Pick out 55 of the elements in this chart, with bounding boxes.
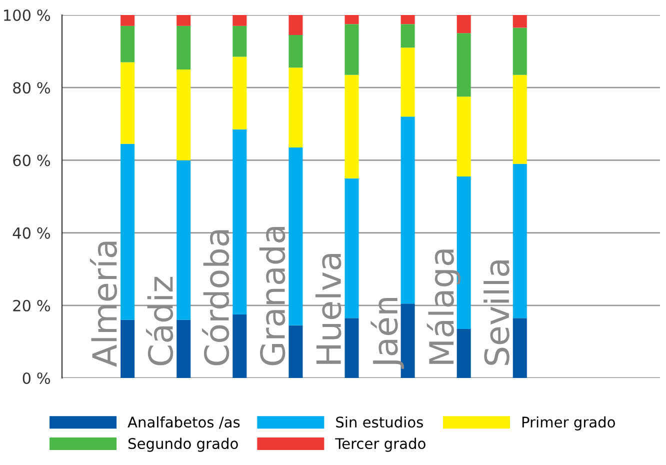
x-tick-label: Cádiz [146, 276, 174, 366]
bar [120, 320, 135, 378]
bar [512, 318, 527, 378]
bar [512, 74, 527, 164]
y-tick-label: 40 % [12, 227, 50, 239]
bar [176, 15, 191, 26]
x-tick-label: Córdoba [202, 230, 230, 366]
bar [512, 15, 527, 28]
x-tick-label: Sevilla [484, 260, 510, 365]
bar [400, 24, 415, 48]
bar [120, 15, 135, 26]
bar [232, 15, 247, 26]
bar [232, 56, 247, 130]
bar [176, 320, 191, 378]
bar [344, 24, 359, 75]
bar [400, 15, 415, 24]
x-tick-label: Jaén [370, 298, 404, 369]
bar [176, 26, 191, 70]
bar [400, 48, 415, 117]
bar [344, 318, 359, 378]
bar [120, 26, 135, 62]
bar [288, 147, 303, 326]
legend-label: Sin estudios [336, 416, 423, 428]
legend-label: Primer grado [522, 416, 615, 430]
bar [512, 164, 527, 318]
bar [288, 15, 303, 35]
legend-label: Analfabetos /as [128, 416, 240, 429]
y-tick-label: 100 % [4, 9, 50, 22]
y-tick-label: 80 % [13, 82, 50, 94]
bar [288, 325, 303, 378]
y-tick-label: 0 % [22, 372, 50, 384]
bar [456, 15, 471, 34]
bar [120, 144, 135, 320]
bar [456, 33, 471, 97]
bar [176, 69, 191, 160]
bar [120, 62, 135, 144]
bar [232, 129, 247, 314]
bar [288, 68, 303, 148]
y-tick-label: 20 % [13, 300, 50, 312]
x-tick-label: Granada [259, 227, 286, 366]
x-tick-label: Almería [90, 242, 118, 367]
bar [344, 15, 359, 24]
bar [288, 34, 303, 68]
bar [344, 74, 359, 178]
y-tick-label: 60 % [13, 154, 50, 166]
bar [232, 314, 247, 378]
bar [176, 160, 191, 320]
legend-label: Segundo grado [128, 438, 238, 452]
bar [456, 96, 471, 177]
legend-label: Tercer grado [335, 438, 426, 452]
bar [232, 26, 247, 57]
x-tick-label: Málaga [426, 250, 460, 364]
bar [344, 178, 359, 318]
bar [512, 28, 527, 75]
x-tick-label: Huelva [315, 254, 342, 364]
